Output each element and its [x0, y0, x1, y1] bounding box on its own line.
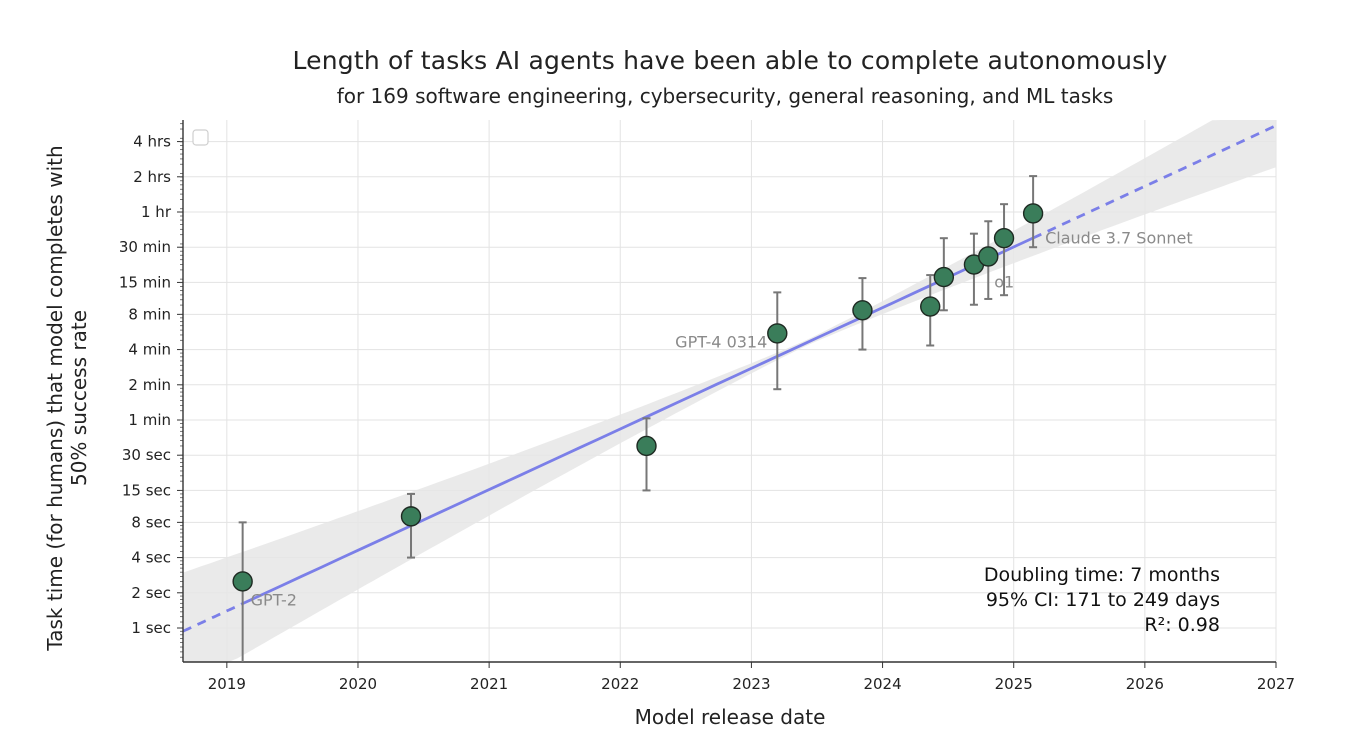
- y-tick-label: 2 hrs: [133, 168, 171, 186]
- trend-line-dashed-past: [182, 602, 244, 633]
- y-tick-label: 30 sec: [122, 446, 171, 464]
- data-point: [852, 300, 873, 321]
- data-point: [1022, 203, 1044, 224]
- point-label: GPT-4 0314: [675, 332, 767, 351]
- data-points: [232, 203, 1044, 592]
- y-tick-label: 2 sec: [131, 584, 171, 602]
- x-tick-label: 2021: [470, 675, 508, 693]
- data-point: [933, 266, 955, 288]
- axes: 1 sec 2 sec 4 sec 8 sec 15 sec 30 sec 1 min 2 m…: [119, 120, 1295, 693]
- confidence-band: [183, 120, 1276, 662]
- y-tick-label: 1 hr: [141, 203, 172, 221]
- y-tick-label: 1 min: [128, 411, 171, 429]
- trend-lines: [182, 124, 1277, 633]
- x-tick-label: 2023: [732, 675, 770, 693]
- x-tick-label: 2027: [1257, 675, 1295, 693]
- error-bars: [238, 175, 1038, 662]
- y-tick-label: 8 min: [128, 305, 171, 323]
- point-label: Claude 3.7 Sonnet: [1045, 228, 1193, 247]
- point-label: o1: [994, 272, 1014, 291]
- x-tick-label: 2024: [863, 675, 901, 693]
- data-point: [978, 246, 999, 267]
- x-tick-label: 2026: [1126, 675, 1164, 693]
- legend-box-icon: [192, 129, 209, 146]
- r-squared-text: R²: 0.98: [1144, 614, 1220, 636]
- confidence-interval-text: 95% CI: 171 to 249 days: [986, 589, 1220, 611]
- y-tick-label: 4 sec: [131, 549, 171, 567]
- data-point: [767, 323, 788, 344]
- y-tick-label: 4 hrs: [133, 133, 171, 151]
- x-tick-label: 2022: [601, 675, 639, 693]
- data-point: [400, 506, 422, 527]
- y-axis-title-line-1: Task time (for humans) that model comple…: [43, 145, 67, 651]
- x-tick-label: 2020: [339, 675, 377, 693]
- point-label: GPT-2: [251, 590, 297, 609]
- doubling-time-text: Doubling time: 7 months: [984, 564, 1220, 586]
- y-tick-label: 15 min: [119, 273, 171, 291]
- y-tick-label: 8 sec: [131, 513, 171, 531]
- x-tick-label: 2025: [995, 675, 1033, 693]
- data-point: [920, 296, 941, 317]
- chart-title: Length of tasks AI agents have been able…: [292, 46, 1168, 75]
- y-tick-label: 1 sec: [131, 619, 171, 637]
- y-tick-label: 15 sec: [122, 481, 171, 499]
- y-tick-label: 30 min: [119, 238, 171, 256]
- data-point: [636, 435, 657, 457]
- chart-subtitle: for 169 software engineering, cybersecur…: [336, 84, 1114, 108]
- x-axis-title: Model release date: [635, 705, 826, 729]
- stats-annotation: Doubling time: 7 months 95% CI: 171 to 2…: [984, 564, 1220, 636]
- x-tick-label: 2019: [208, 675, 246, 693]
- trend-line-solid: [242, 236, 1034, 605]
- data-point: [232, 571, 253, 592]
- confidence-band-area: [183, 120, 1276, 662]
- point-labels: GPT-2 GPT-4 0314 o1 Claude 3.7 Sonnet: [251, 228, 1193, 609]
- y-tick-label: 4 min: [128, 341, 171, 359]
- y-axis-title-line-2: 50% success rate: [67, 310, 91, 486]
- y-tick-label: 2 min: [128, 376, 171, 394]
- data-point: [993, 227, 1015, 249]
- trend-line-dashed-future: [1032, 124, 1277, 240]
